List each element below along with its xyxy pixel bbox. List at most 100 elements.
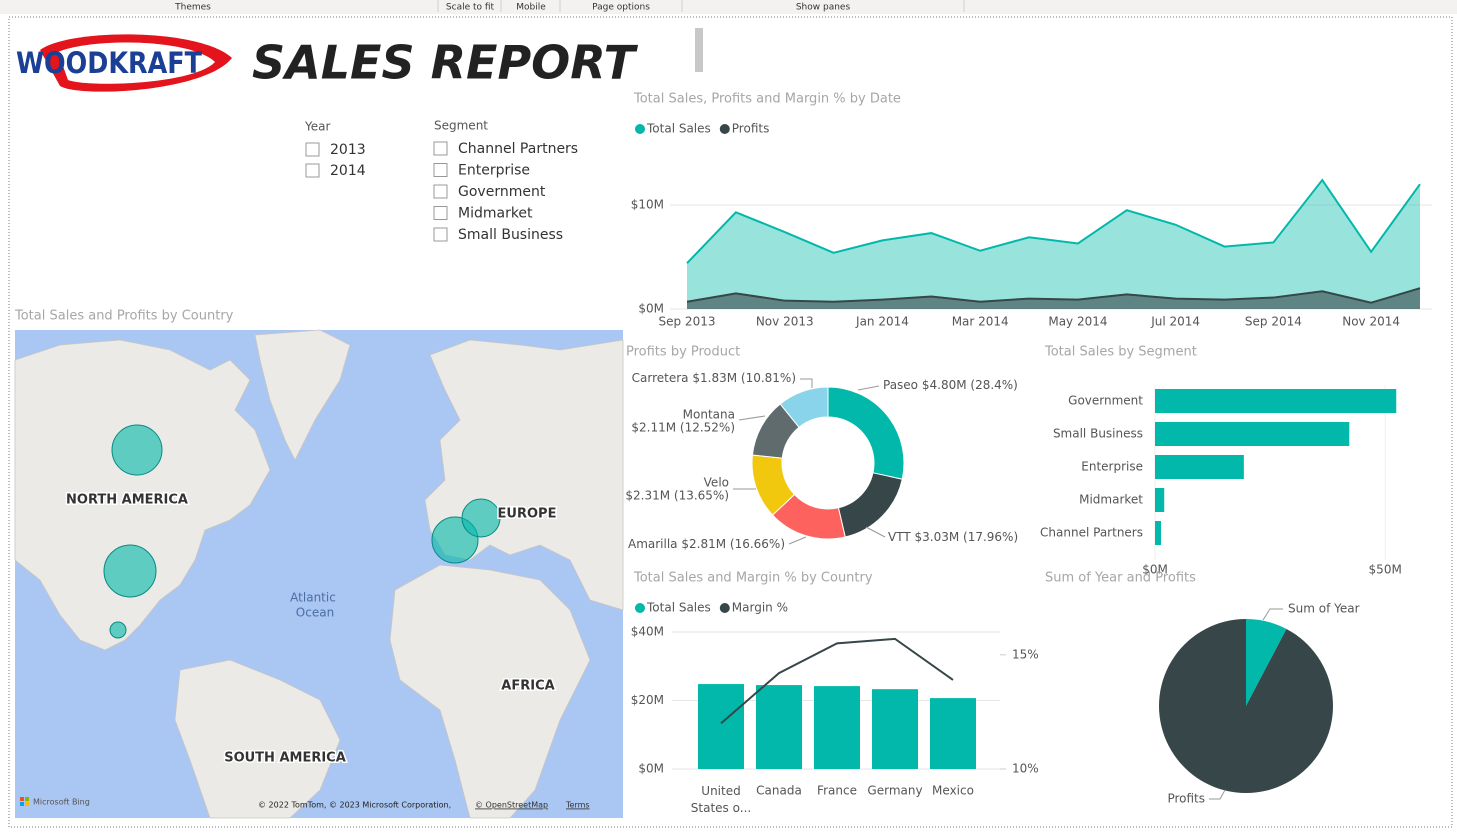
data-label: $4.80M (28.4%) [922, 378, 1018, 392]
category-label: Paseo [883, 378, 918, 392]
checkbox[interactable] [433, 184, 448, 199]
y-tick-label: $20M [631, 693, 664, 707]
checkbox[interactable] [433, 141, 448, 156]
toolbar-item[interactable]: Show panes [796, 3, 851, 13]
chart-title: Total Sales and Margin % by Country [633, 571, 873, 586]
bing-logo [20, 802, 24, 806]
category-label: VTT [888, 530, 911, 544]
donut-slice [779, 386, 829, 428]
x-tick-label: Mar 2014 [952, 315, 1009, 329]
map-bubbles [103, 424, 501, 639]
chart-title: Total Sales by Segment [1044, 345, 1197, 360]
slicer-option[interactable]: Enterprise [458, 163, 530, 179]
data-label: Amarilla $2.81M (16.66%) [628, 537, 785, 551]
line [686, 178, 1421, 264]
map-brand: Microsoft Bing [33, 798, 90, 807]
legend-label: Profits [732, 122, 770, 136]
ocean-label: Atlantic [290, 591, 336, 605]
category-label: Velo [704, 476, 729, 490]
slicer-title: Segment [434, 119, 488, 133]
legend-label: Total Sales [646, 122, 711, 136]
legend-label: Total Sales [646, 601, 711, 615]
toolbar-item[interactable]: Mobile [516, 3, 546, 13]
category-label: Carretera [632, 371, 689, 385]
checkbox[interactable] [433, 227, 448, 242]
map-label: SOUTH AMERICA [224, 751, 346, 766]
checkbox[interactable] [305, 163, 320, 178]
data-label: Paseo $4.80M (28.4%) [883, 378, 1018, 392]
area [687, 180, 1420, 309]
map-label: AFRICA [501, 679, 554, 694]
logo-text: WOODKRAFT [16, 46, 202, 80]
data-label: $2.81M (16.66%) [681, 537, 785, 551]
donut-slice [827, 386, 905, 480]
map-link[interactable]: © OpenStreetMap [475, 801, 548, 810]
report-title: SALES REPORT [252, 36, 639, 90]
category-label: Channel Partners [1040, 526, 1143, 540]
legend-marker [719, 603, 730, 613]
bar [1155, 389, 1397, 413]
x-tick-label: United States o... [691, 784, 751, 815]
legend-marker [635, 124, 645, 134]
slicer-option[interactable]: Channel Partners [458, 141, 578, 157]
slicer-option[interactable]: 2013 [330, 142, 366, 158]
data-label: Carretera $1.83M (10.81%) [632, 371, 796, 385]
leader-line [1209, 789, 1226, 800]
x-tick-label: Sep 2013 [659, 315, 716, 329]
logo-inner [58, 42, 215, 84]
bar [814, 686, 860, 769]
toolbar-item[interactable]: Themes [174, 3, 211, 13]
x-tick-label: May 2014 [1048, 315, 1107, 329]
toolbar-item[interactable]: Scale to fit [446, 3, 495, 13]
x-tick-label: $50M [1369, 563, 1402, 577]
y-tick-label: $40M [631, 625, 664, 639]
bar [1155, 422, 1350, 446]
map-label: NORTH AMERICA [66, 493, 188, 508]
divider [695, 28, 703, 72]
checkbox[interactable] [433, 206, 448, 220]
y-tick-label: $10M [631, 198, 664, 212]
x-tick-label: Sep 2014 [1245, 315, 1302, 329]
bar [1155, 521, 1161, 545]
toolbar-item[interactable]: Page options [592, 3, 650, 13]
bing-logo [25, 797, 29, 801]
leader-line [738, 415, 766, 421]
data-label: $1.83M (10.81%) [692, 371, 796, 385]
y2-tick-label: 10% [1012, 762, 1039, 776]
data-label: VTT $3.03M (17.96%) [888, 530, 1018, 544]
bar [756, 685, 802, 769]
category-label: Montana [683, 408, 735, 422]
data-label: $3.03M (17.96%) [915, 530, 1019, 544]
x-tick-label: Germany [867, 784, 922, 798]
line [686, 287, 1421, 304]
category-label: Profits [1167, 792, 1205, 806]
checkbox[interactable] [433, 163, 448, 177]
bar [1155, 455, 1244, 479]
legend-label: Margin % [732, 601, 788, 615]
x-tick-label: Nov 2013 [756, 315, 814, 329]
chart-title: Sum of Year and Profits [1045, 571, 1196, 586]
data-label: $2.31M (13.65%) [625, 489, 729, 503]
x-tick-label: Nov 2014 [1342, 315, 1400, 329]
slicer-option[interactable]: 2014 [330, 163, 366, 179]
map-attribution: © 2022 TomTom, © 2023 Microsoft Corporat… [258, 801, 451, 810]
chart-title: Total Sales, Profits and Margin % by Dat… [633, 92, 901, 107]
slicer-title: Year [304, 120, 330, 134]
toolbar [0, 0, 1457, 14]
slicer-option[interactable]: Government [458, 184, 546, 200]
x-tick-label: Mexico [932, 784, 974, 798]
bar [1155, 488, 1165, 512]
area [687, 288, 1420, 309]
checkbox[interactable] [305, 142, 320, 157]
slicer-option[interactable]: Small Business [458, 227, 563, 243]
leader-line [865, 526, 886, 538]
x-tick-label: $0M [1142, 563, 1168, 577]
slicer-option[interactable]: Midmarket [458, 206, 533, 222]
map-label: EUROPE [498, 507, 557, 522]
y-tick-label: $0M [638, 762, 664, 776]
ocean-label: Ocean [296, 606, 334, 620]
map-link[interactable]: Terms [565, 801, 590, 810]
line [720, 637, 954, 725]
